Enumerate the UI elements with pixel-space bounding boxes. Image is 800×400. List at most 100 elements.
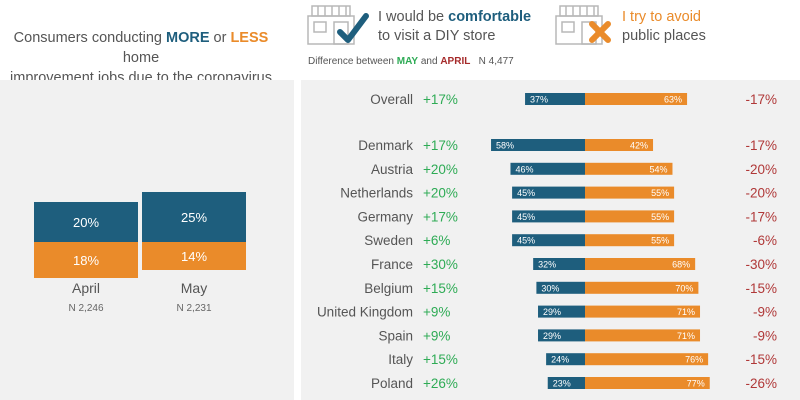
avoid-legend: I try to avoid public places [622,9,706,44]
country-label: Germany [357,209,413,224]
more-label: MORE [166,30,210,46]
country-label: United Kingdom [317,305,413,320]
country-label: Overall [370,92,413,107]
difference-note: Difference between MAY and APRIL N 4,477 [308,56,514,67]
avoid-change-label: -15% [745,352,777,367]
comfortable-value-label: 32% [538,260,556,270]
less-label: LESS [230,30,269,46]
avoid-value-label: 42% [630,141,648,151]
country-label: Italy [388,352,413,367]
comfortable-change-label: +26% [423,376,458,391]
more-bar-april: 20% [34,202,138,242]
comfortable-bar [533,258,585,270]
comfortable-bar [512,210,585,223]
avoid-change-label: -9% [753,305,777,320]
avoid-value-label: 71% [677,331,695,341]
avoid-value-label: 68% [672,260,690,270]
comfortable-value-label: 29% [543,307,561,317]
country-label: France [371,257,413,272]
avoid-bar [585,139,654,151]
comfortable-bar [512,234,585,247]
less-bar-april: 18% [34,242,138,278]
comfortable-change-label: +17% [423,92,458,107]
avoid-bar [585,93,688,105]
avoid-change-label: -6% [753,233,777,248]
comfortable-value-label: 46% [515,164,533,174]
avoid-change-label: -30% [745,257,777,272]
comfortable-bar [538,305,585,318]
avoid-bar [585,281,699,294]
avoid-change-label: -17% [745,92,777,107]
avoid-value-label: 63% [664,95,682,105]
comfortable-value-label: 45% [517,188,535,198]
store-cross-icon [555,5,611,45]
comfortable-bar [512,186,585,199]
avoid-bar [585,329,701,342]
comfortable-value-label: 30% [541,283,559,293]
country-label: Spain [378,328,413,343]
avoid-change-label: -20% [745,186,777,201]
more-less-chart-panel: 20% 18% April N 2,246 25% 14% May N 2,231 [0,80,294,400]
avoid-change-label: -17% [745,138,777,153]
avoid-bar [585,353,709,366]
country-label: Poland [371,376,413,391]
comfortable-change-label: +30% [423,257,458,272]
comfortable-legend: I would be comfortable to visit a DIY st… [378,9,532,44]
comfortable-bar [536,281,585,294]
comfortable-change-label: +15% [423,352,458,367]
country-label: Netherlands [340,186,413,201]
avoid-change-label: -20% [745,162,777,177]
month-label: April [71,280,100,296]
store-check-icon [307,5,369,45]
avoid-bar [585,305,701,318]
avoid-value-label: 55% [651,212,669,222]
country-label: Sweden [364,233,413,248]
comfortable-value-label: 23% [553,379,571,389]
avoid-bar [585,234,675,247]
avoid-change-label: -17% [745,209,777,224]
avoid-bar [585,377,710,389]
avoid-value-label: 76% [685,355,703,365]
month-label: May [180,280,208,296]
avoid-value-label: 70% [675,283,693,293]
sample-size-label: N 2,246 [68,303,104,314]
country-label: Belgium [364,281,413,296]
comfortable-change-label: +17% [423,209,458,224]
comfortable-bar [525,93,585,105]
country-diverging-chart: Overall +17% 37% 63% -17% Denmark +17% 58% 42% -1… [317,92,777,391]
comfortable-change-label: +15% [423,281,458,296]
more-bar-may: 25% [142,192,246,242]
comfortable-change-label: +9% [423,305,450,320]
sample-size-label: N 2,231 [176,303,212,314]
comfortable-change-label: +20% [423,186,458,201]
comfortable-bar [510,162,585,175]
comfortable-change-label: +9% [423,328,450,343]
avoid-change-label: -9% [753,328,777,343]
comfortable-change-label: +17% [423,138,458,153]
avoid-value-label: 77% [687,379,705,389]
comfortable-bar [546,353,585,366]
avoid-value-label: 54% [649,164,667,174]
comfortable-value-label: 45% [517,236,535,246]
less-bar-may: 14% [142,242,246,270]
comfortable-value-label: 37% [530,95,548,105]
comfortable-value-label: 45% [517,212,535,222]
country-chart-panel: Overall +17% 37% 63% -17% Denmark +17% 58% 42% -1… [301,80,800,400]
country-label: Denmark [358,138,413,153]
comfortable-value-label: 58% [496,141,514,151]
comfortable-bar [491,139,585,151]
avoid-bar [585,210,675,223]
comfortable-bar [538,329,585,342]
avoid-bar [585,258,696,270]
comfortable-value-label: 24% [551,355,569,365]
avoid-change-label: -26% [745,376,777,391]
comfortable-change-label: +20% [423,162,458,177]
avoid-value-label: 71% [677,307,695,317]
avoid-value-label: 55% [651,188,669,198]
comfortable-value-label: 29% [543,331,561,341]
left-chart-title: Consumers conducting MORE or LESS home i… [10,30,272,86]
country-label: Austria [371,162,414,177]
avoid-value-label: 55% [651,236,669,246]
avoid-bar [585,186,675,199]
avoid-change-label: -15% [745,281,777,296]
